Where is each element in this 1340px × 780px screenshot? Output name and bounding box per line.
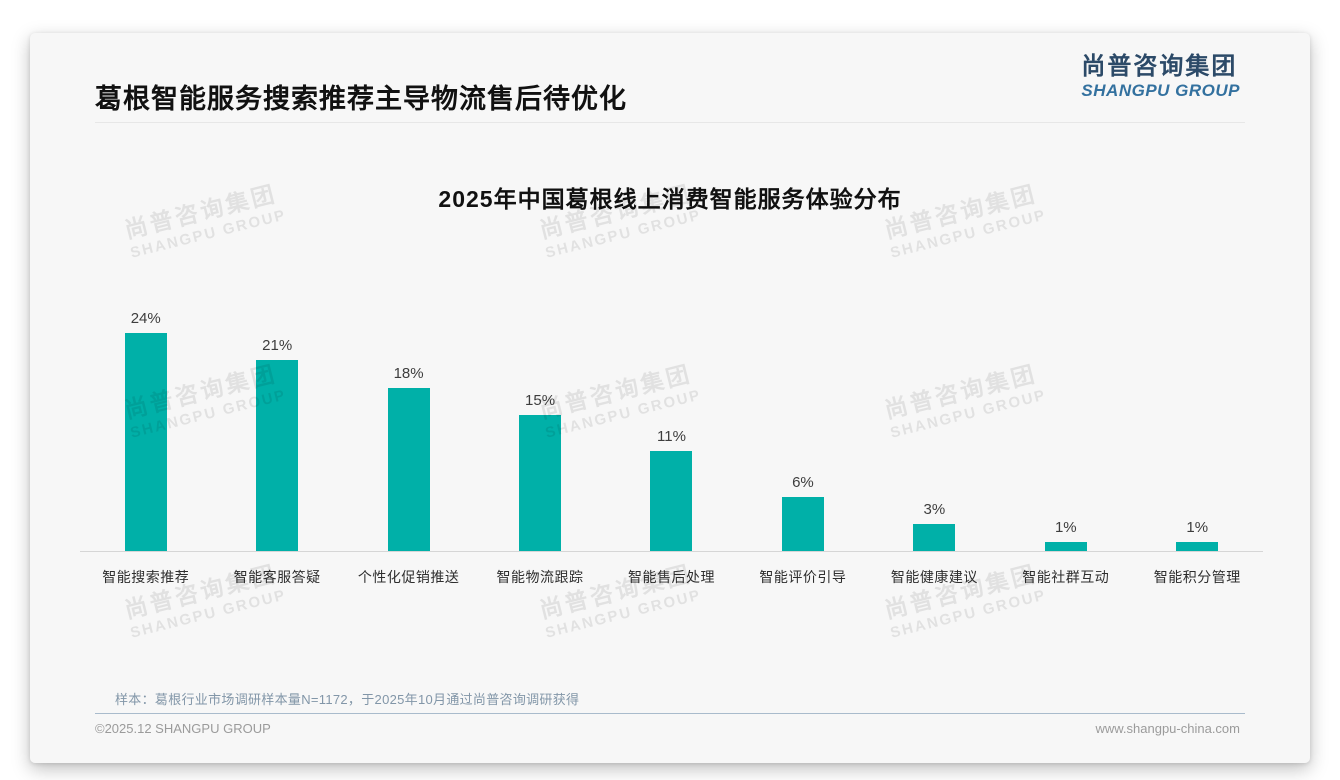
bar-value-label: 11% [657, 428, 686, 445]
bar [913, 524, 956, 551]
logo-chinese-text: 尚普咨询集团 [1081, 53, 1238, 80]
bar [650, 451, 693, 551]
shangpu-logo: 尚普咨询集团 SHANGPU GROUP [1081, 53, 1240, 100]
bar-value-label: 21% [262, 337, 293, 354]
watermark-english-text: SHANGPU GROUP [888, 586, 1049, 642]
sample-footnote: 样本：葛根行业市场调研样本量N=1172，于2025年10月通过尚普咨询调研获得 [115, 692, 580, 707]
bar-column: 11% [606, 428, 737, 551]
watermark-english-text: SHANGPU GROUP [128, 586, 289, 642]
x-axis-category-label: 智能积分管理 [1153, 569, 1241, 585]
chart-title: 2025年中国葛根线上消费智能服务体验分布 [438, 186, 902, 212]
bar-value-label: 6% [792, 474, 814, 491]
bar-column: 3% [869, 501, 1000, 551]
bar [1176, 542, 1219, 551]
copyright-text: ©2025.12 SHANGPU GROUP [95, 721, 271, 736]
bar-chart-plot: 24% 21% 18% 15% 11% 6% 3% 1% 1% [80, 296, 1263, 551]
x-axis-category-label: 智能评价引导 [759, 569, 847, 585]
x-axis-line [80, 551, 1263, 552]
footer-divider [95, 713, 1245, 714]
bar [387, 388, 430, 551]
website-url: www.shangpu-china.com [1095, 721, 1240, 736]
bar-value-label: 3% [923, 501, 946, 518]
bar-column: 15% [474, 392, 605, 551]
bar [1044, 542, 1087, 551]
watermark-english-text: SHANGPU GROUP [128, 206, 289, 262]
page-title: 葛根智能服务搜索推荐主导物流售后待优化 [95, 84, 627, 114]
x-axis-category-label: 个性化促销推送 [357, 569, 460, 585]
bar-value-label: 1% [1054, 519, 1077, 536]
report-card: 葛根智能服务搜索推荐主导物流售后待优化 尚普咨询集团 SHANGPU GROUP… [30, 33, 1310, 763]
bar-column: 21% [211, 337, 342, 551]
bar [781, 497, 824, 551]
x-axis-category-label: 智能物流跟踪 [496, 569, 584, 585]
bar-column: 1% [1000, 519, 1131, 551]
bar-column: 6% [737, 474, 868, 551]
x-axis-category-label: 智能社群互动 [1022, 569, 1110, 585]
bar-column: 1% [1132, 519, 1263, 551]
bar-value-label: 15% [525, 392, 556, 409]
x-axis-labels: 智能搜索推荐 智能客服答疑 个性化促销推送 智能物流跟踪 智能售后处理 智能评价引导 智能健… [80, 567, 1263, 587]
x-axis-category-label: 智能健康建议 [890, 569, 978, 585]
x-axis-category-label: 智能客服答疑 [233, 569, 321, 585]
bar-value-label: 18% [393, 365, 424, 382]
bar-value-label: 24% [130, 310, 161, 327]
watermark-english-text: SHANGPU GROUP [543, 206, 704, 262]
x-axis-category-label: 智能搜索推荐 [102, 569, 190, 585]
watermark-english-text: SHANGPU GROUP [543, 586, 704, 642]
bar [124, 333, 167, 551]
bar [256, 360, 299, 551]
bar [519, 415, 562, 551]
bar-value-label: 1% [1186, 519, 1209, 536]
title-divider [95, 122, 1245, 123]
x-axis-category-label: 智能售后处理 [627, 569, 715, 585]
bar-column: 24% [80, 310, 211, 551]
logo-english-text: SHANGPU GROUP [1081, 80, 1240, 100]
bar-column: 18% [343, 365, 474, 551]
watermark-english-text: SHANGPU GROUP [888, 206, 1049, 262]
